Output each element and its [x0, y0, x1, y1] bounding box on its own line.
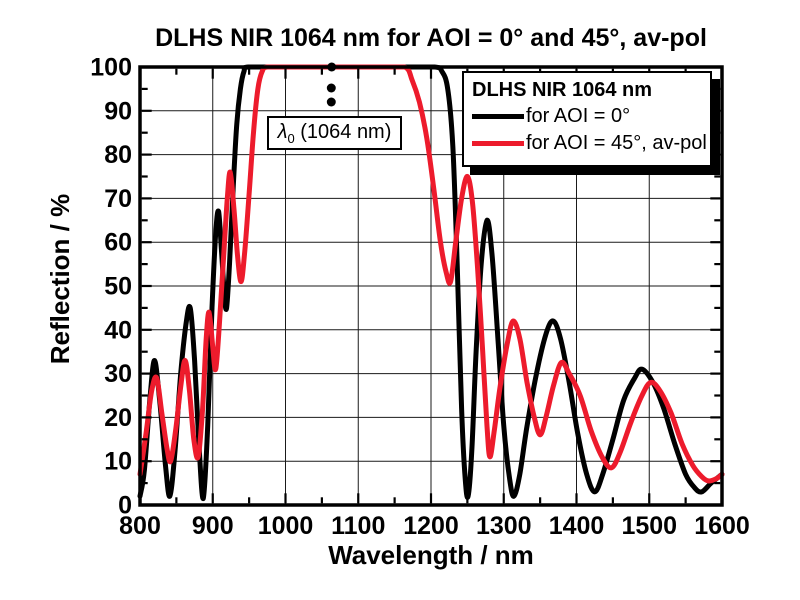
svg-text:60: 60 — [104, 229, 132, 257]
svg-text:70: 70 — [104, 185, 132, 213]
legend-title: DLHS NIR 1064 nm — [472, 79, 653, 101]
lambda-subscript: 0 — [287, 131, 295, 146]
svg-text:30: 30 — [104, 360, 132, 388]
svg-text:90: 90 — [104, 97, 132, 125]
svg-text:40: 40 — [104, 316, 132, 344]
svg-text:1600: 1600 — [694, 512, 750, 540]
svg-text:900: 900 — [192, 512, 234, 540]
legend-row-aoi0: for AOI = 0° — [472, 103, 702, 130]
svg-text:80: 80 — [104, 141, 132, 169]
svg-text:0: 0 — [118, 492, 132, 520]
lambda0-annotation: λ0 (1064 nm) — [267, 116, 402, 150]
svg-text:1000: 1000 — [258, 512, 314, 540]
svg-text:1100: 1100 — [331, 512, 385, 540]
legend-label-aoi45: for AOI = 45°, av-pol — [526, 132, 707, 154]
svg-text:100: 100 — [90, 54, 132, 82]
legend-line-black — [472, 114, 524, 119]
legend-line-red — [472, 141, 524, 146]
lambda-text: (1064 nm) — [294, 121, 392, 143]
svg-text:10: 10 — [104, 448, 132, 476]
svg-text:800: 800 — [119, 512, 161, 540]
chart-title: DLHS NIR 1064 nm for AOI = 0° and 45°, a… — [155, 24, 707, 52]
legend: DLHS NIR 1064 nm for AOI = 0° for AOI = … — [462, 71, 712, 167]
lambda-symbol: λ — [277, 121, 288, 143]
svg-text:1400: 1400 — [549, 512, 605, 540]
svg-text:50: 50 — [104, 273, 132, 301]
svg-text:1200: 1200 — [403, 512, 459, 540]
svg-text:1300: 1300 — [476, 512, 532, 540]
legend-label-aoi0: for AOI = 0° — [526, 105, 631, 127]
y-axis-label: Reflection / % — [45, 193, 75, 365]
x-axis-label: Wavelength / nm — [328, 540, 534, 570]
svg-text:1500: 1500 — [621, 512, 677, 540]
svg-text:20: 20 — [104, 404, 132, 432]
legend-row-aoi45: for AOI = 45°, av-pol — [472, 130, 707, 157]
